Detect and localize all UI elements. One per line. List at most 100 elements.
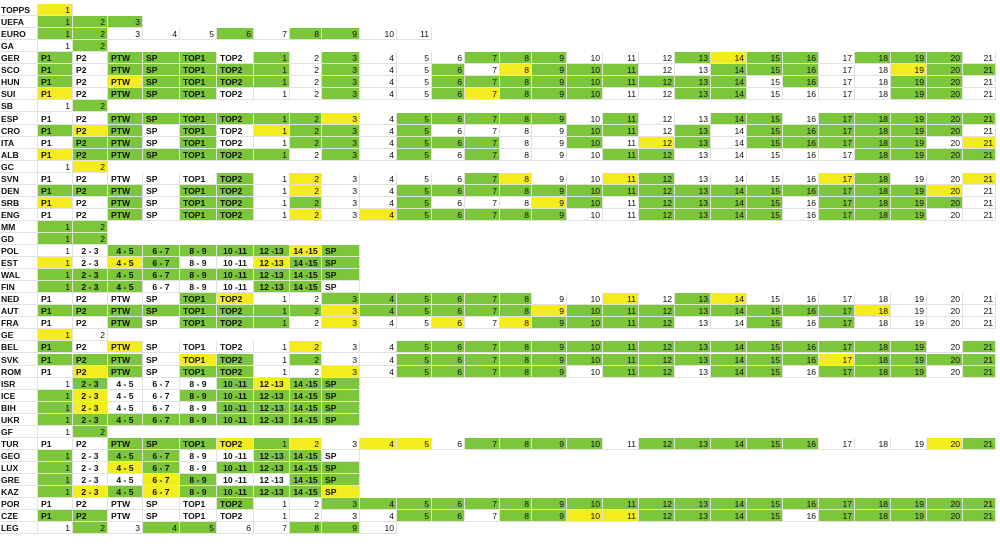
grid-cell[interactable]: SP (143, 293, 180, 306)
grid-cell[interactable]: 15 (747, 64, 783, 77)
grid-cell[interactable]: PTW (108, 341, 143, 354)
grid-cell[interactable]: P2 (73, 88, 108, 101)
grid-cell[interactable]: 21 (963, 341, 996, 354)
grid-cell[interactable]: TOP1 (180, 124, 217, 137)
grid-cell[interactable]: 18 (855, 498, 891, 511)
grid-cell[interactable]: 6 - 7 (143, 389, 180, 402)
grid-cell[interactable]: 2 (290, 76, 322, 89)
grid-cell[interactable]: TOP2 (217, 52, 254, 65)
grid-cell[interactable]: 18 (855, 293, 891, 306)
grid-cell[interactable]: TOP2 (217, 184, 254, 197)
grid-cell[interactable]: 11 (603, 293, 639, 306)
grid-cell[interactable]: 4 - 5 (108, 401, 143, 414)
grid-cell[interactable]: 2 (290, 365, 322, 378)
grid-cell[interactable]: 20 (927, 136, 963, 149)
grid-cell[interactable]: 13 (675, 184, 711, 197)
grid-cell[interactable]: 18 (855, 196, 891, 209)
grid-cell[interactable]: 15 (747, 341, 783, 354)
grid-cell[interactable]: 14 (711, 353, 747, 366)
grid-cell[interactable]: 3 (322, 76, 360, 89)
grid-cell[interactable]: SP (143, 136, 180, 149)
grid-cell[interactable]: 11 (603, 498, 639, 511)
grid-cell[interactable]: 3 (322, 64, 360, 77)
grid-cell[interactable]: TOP1 (180, 52, 217, 65)
grid-cell[interactable]: 17 (819, 112, 855, 125)
grid-cell[interactable]: 14 -15 (290, 281, 322, 294)
grid-cell[interactable]: SP (143, 172, 180, 185)
row-label[interactable]: ALB (0, 148, 38, 161)
grid-cell[interactable]: 20 (927, 293, 963, 306)
grid-cell[interactable]: 15 (747, 76, 783, 89)
grid-cell[interactable]: 21 (963, 172, 996, 185)
row-label[interactable]: TOPPS (0, 4, 38, 16)
grid-cell[interactable]: P1 (38, 353, 73, 366)
grid-cell[interactable]: P2 (73, 208, 108, 221)
grid-cell[interactable]: 18 (855, 52, 891, 65)
grid-cell[interactable]: 11 (603, 317, 639, 330)
grid-cell[interactable]: 10 (567, 510, 603, 523)
grid-cell[interactable]: 1 (38, 461, 73, 474)
grid-cell[interactable]: 13 (675, 498, 711, 511)
grid-cell[interactable]: 7 (465, 317, 500, 330)
grid-cell[interactable]: 12 -13 (254, 474, 290, 486)
grid-cell[interactable]: 6 (432, 305, 465, 318)
grid-cell[interactable]: 18 (855, 64, 891, 77)
grid-cell[interactable]: SP (143, 64, 180, 77)
grid-cell[interactable]: 14 (711, 317, 747, 330)
grid-cell[interactable]: PTW (108, 112, 143, 125)
grid-cell[interactable]: 3 (322, 196, 360, 209)
grid-cell[interactable]: SP (322, 257, 360, 270)
grid-cell[interactable]: 2 - 3 (73, 461, 108, 474)
grid-cell[interactable]: 14 (711, 148, 747, 161)
grid-cell[interactable]: 6 - 7 (143, 474, 180, 486)
grid-cell[interactable]: P1 (38, 365, 73, 378)
grid-cell[interactable]: 8 - 9 (180, 245, 217, 257)
grid-cell[interactable]: 2 (290, 341, 322, 354)
grid-cell[interactable]: 19 (891, 341, 927, 354)
row-label[interactable]: UEFA (0, 16, 38, 29)
grid-cell[interactable]: 5 (397, 52, 432, 65)
grid-cell[interactable]: 6 (432, 64, 465, 77)
grid-cell[interactable]: PTW (108, 353, 143, 366)
grid-cell[interactable]: TOP1 (180, 317, 217, 330)
grid-cell[interactable]: PTW (108, 498, 143, 511)
grid-cell[interactable]: 19 (891, 136, 927, 149)
grid-cell[interactable]: 8 - 9 (180, 474, 217, 486)
grid-cell[interactable]: 9 (532, 88, 567, 101)
grid-cell[interactable]: 7 (465, 112, 500, 125)
grid-cell[interactable]: 19 (891, 52, 927, 65)
grid-cell[interactable]: 2 (290, 88, 322, 101)
grid-cell[interactable]: 2 - 3 (73, 377, 108, 390)
grid-cell[interactable]: SP (143, 341, 180, 354)
grid-cell[interactable]: 14 (711, 112, 747, 125)
grid-cell[interactable]: 3 (322, 437, 360, 450)
grid-cell[interactable]: 5 (397, 317, 432, 330)
grid-cell[interactable]: 2 (73, 329, 108, 342)
grid-cell[interactable]: 3 (322, 184, 360, 197)
grid-cell[interactable]: 9 (532, 365, 567, 378)
grid-cell[interactable]: 12 (639, 341, 675, 354)
grid-cell[interactable]: 13 (675, 148, 711, 161)
grid-cell[interactable]: 4 (360, 365, 397, 378)
grid-cell[interactable]: SP (322, 377, 360, 390)
grid-cell[interactable]: 12 (639, 148, 675, 161)
grid-cell[interactable]: 1 (254, 341, 290, 354)
grid-cell[interactable]: 20 (927, 353, 963, 366)
grid-cell[interactable]: 12 (639, 112, 675, 125)
grid-cell[interactable]: 18 (855, 88, 891, 101)
grid-cell[interactable]: 12 (639, 196, 675, 209)
grid-cell[interactable]: 15 (747, 208, 783, 221)
grid-cell[interactable]: 11 (603, 76, 639, 89)
grid-cell[interactable]: 8 (290, 28, 322, 41)
grid-cell[interactable]: 11 (603, 124, 639, 137)
grid-cell[interactable]: 14 -15 (290, 245, 322, 257)
grid-cell[interactable]: 12 (639, 510, 675, 523)
grid-cell[interactable]: 5 (397, 293, 432, 306)
grid-cell[interactable]: 2 - 3 (73, 486, 108, 498)
grid-cell[interactable]: 6 (432, 317, 465, 330)
grid-cell[interactable]: 2 (290, 498, 322, 511)
grid-cell[interactable]: 2 (290, 510, 322, 523)
grid-cell[interactable]: TOP2 (217, 172, 254, 185)
grid-cell[interactable]: PTW (108, 305, 143, 318)
grid-cell[interactable]: 17 (819, 196, 855, 209)
